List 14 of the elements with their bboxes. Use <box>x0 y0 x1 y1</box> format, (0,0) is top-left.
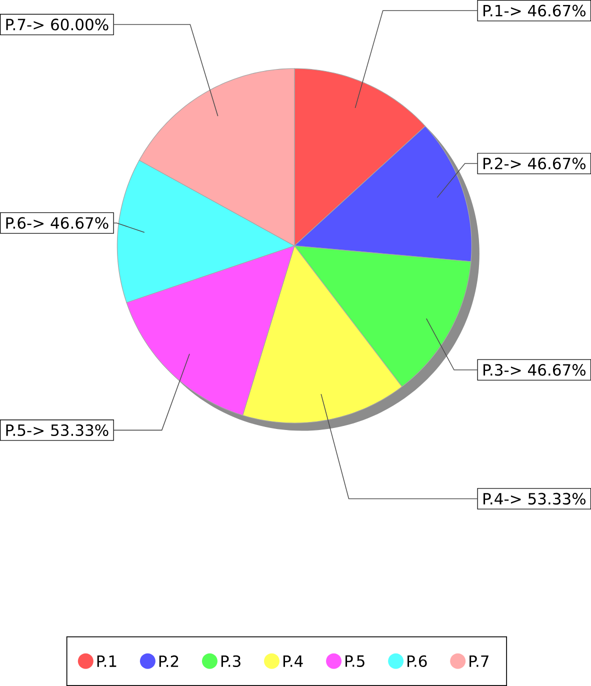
data-label: P.1-> 46.67% <box>483 4 586 16</box>
legend-label: P.7 <box>469 656 488 667</box>
legend-label: P.2 <box>159 655 178 667</box>
data-label: P.7-> 60.00% <box>6 18 108 30</box>
data-label: P.6-> 46.67% <box>6 217 108 229</box>
legend-label: P.4 <box>283 656 303 667</box>
data-label: P.3-> 46.67% <box>483 364 586 376</box>
data-label: P.5-> 53.33% <box>6 424 108 436</box>
data-label: P.2-> 46.67% <box>483 158 586 170</box>
legend-label: P.3 <box>221 655 240 668</box>
legend-label: P.6 <box>407 655 427 668</box>
legend-label: P.5 <box>345 655 364 667</box>
legend-label: P.1 <box>97 656 116 667</box>
data-label: P.4-> 53.33% <box>483 492 586 505</box>
